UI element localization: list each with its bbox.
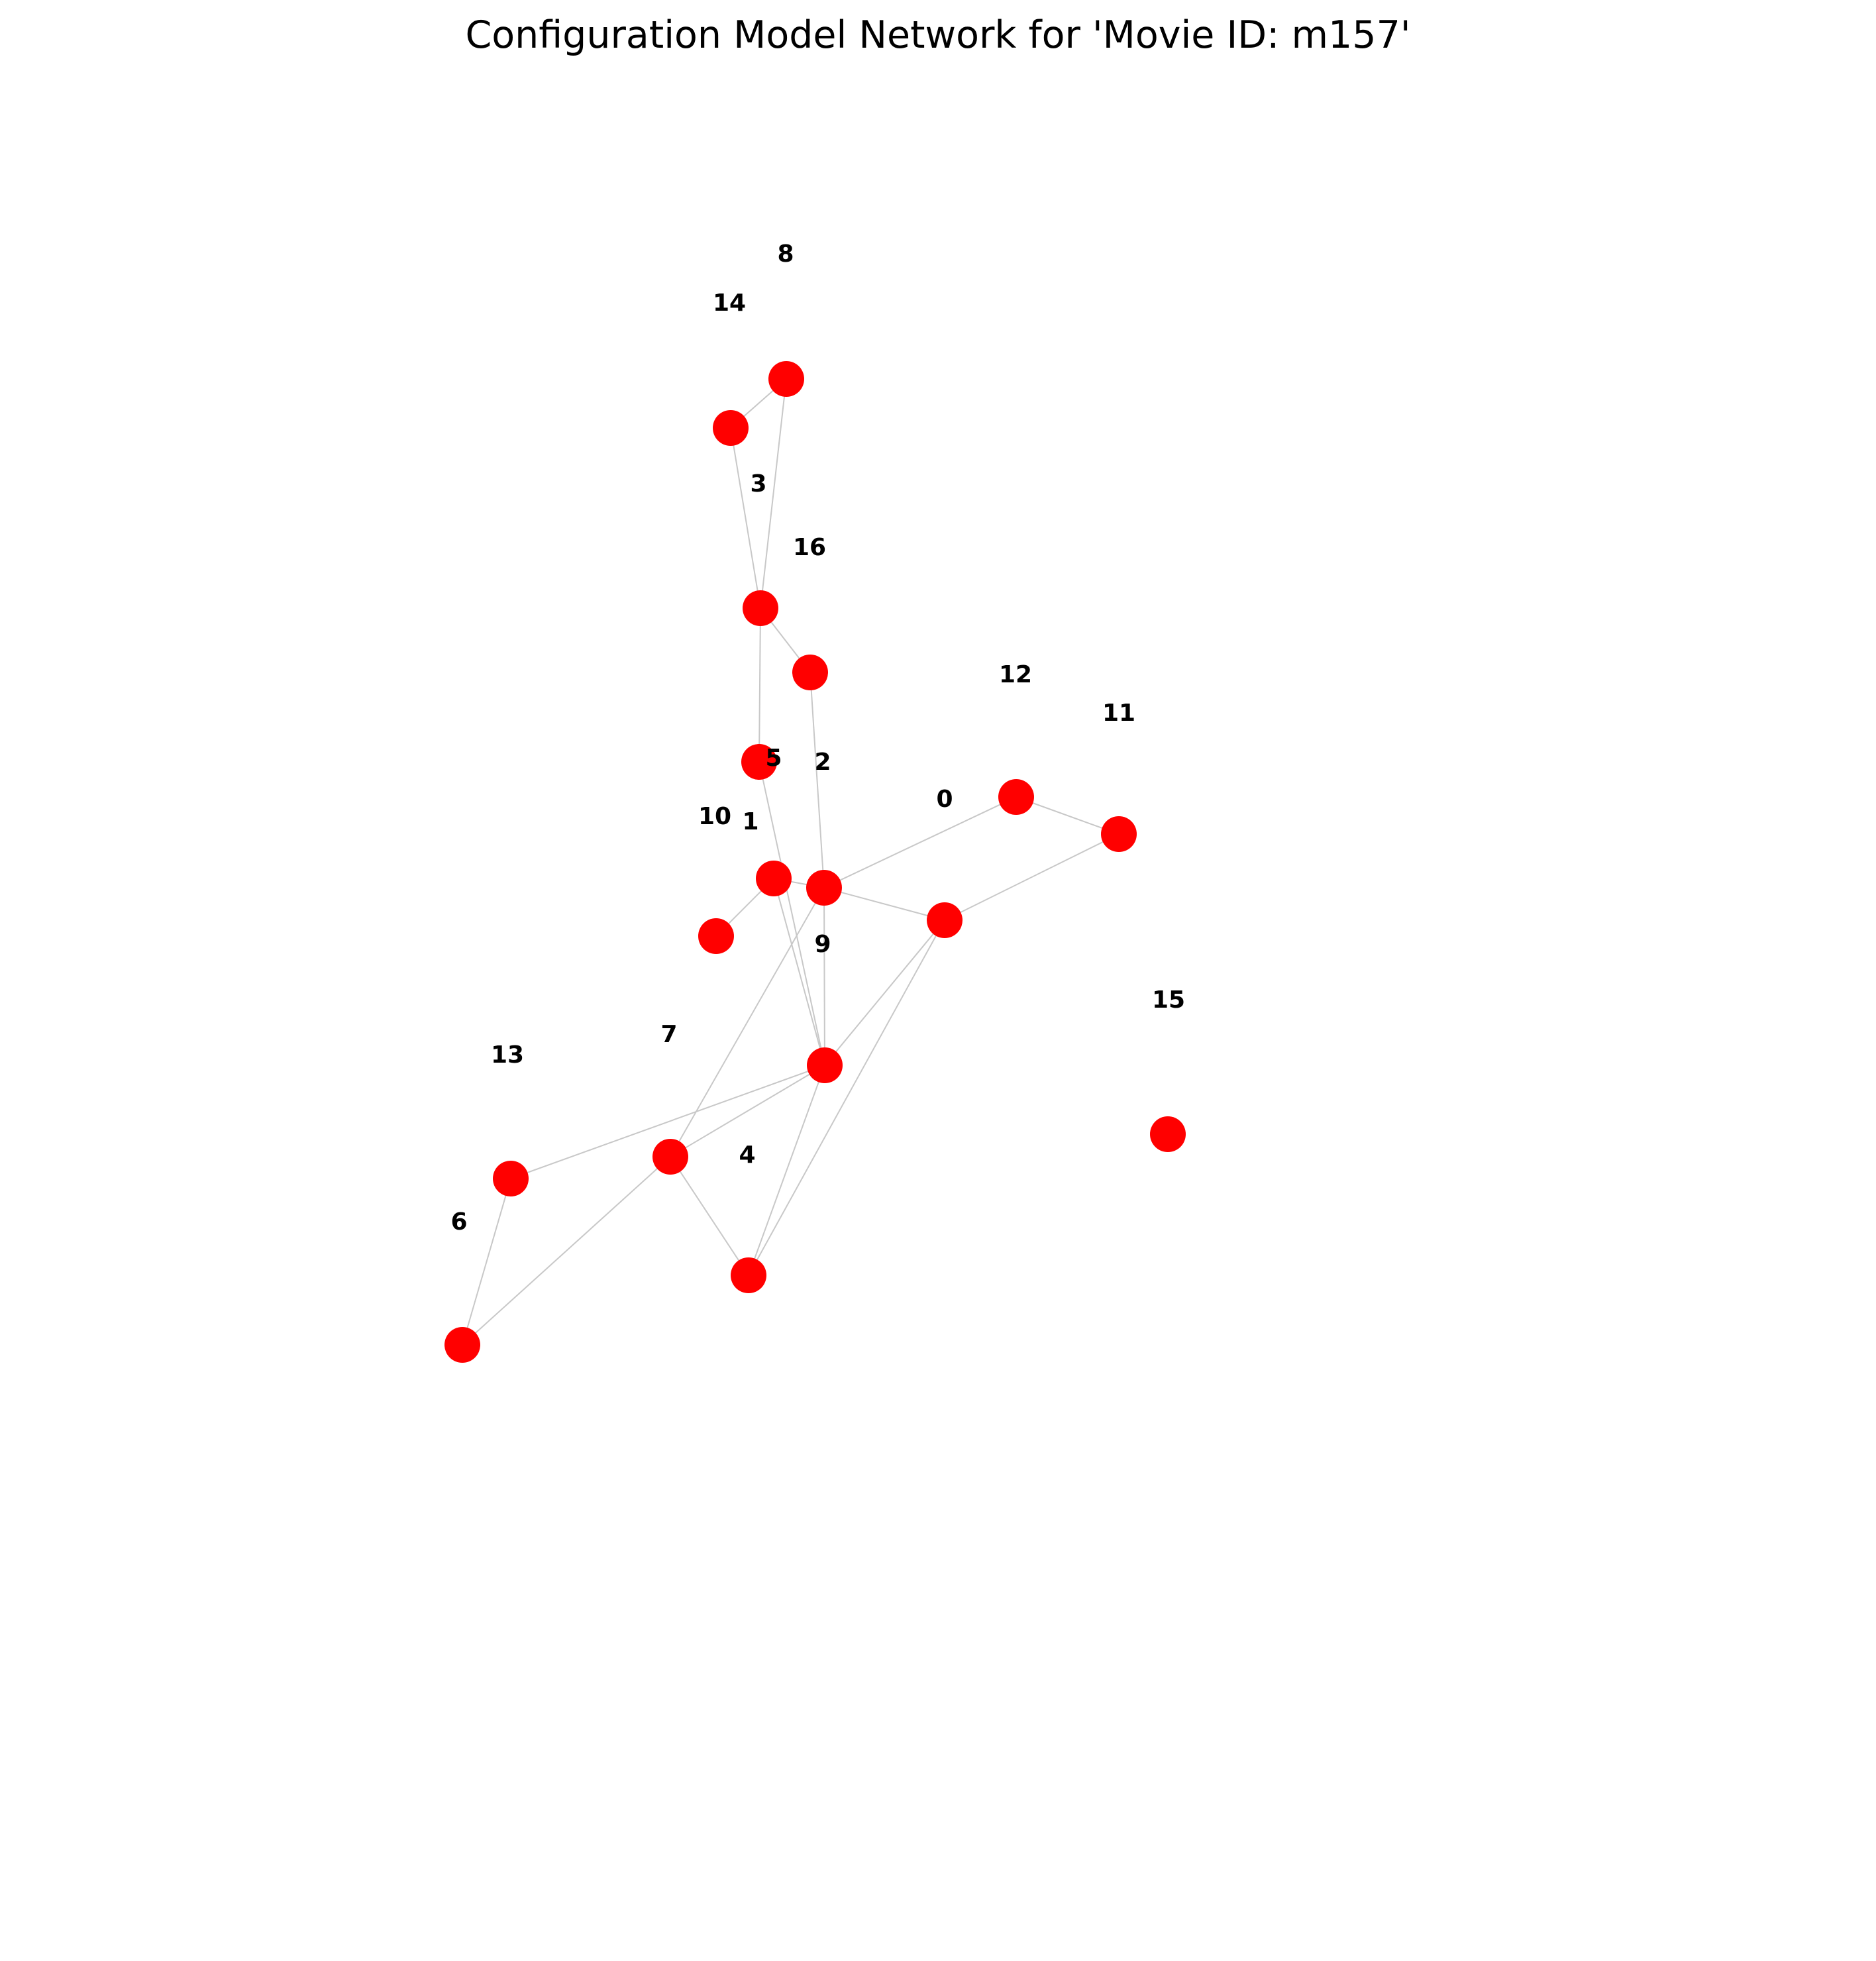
edge-2-9 bbox=[823, 887, 825, 1066]
node-label-13: 13 bbox=[491, 1041, 524, 1069]
node-label-16: 16 bbox=[793, 534, 826, 561]
node-12 bbox=[998, 779, 1034, 815]
node-label-7: 7 bbox=[660, 1021, 677, 1048]
edge-5-9 bbox=[758, 761, 825, 1066]
node-label-4: 4 bbox=[739, 1141, 755, 1169]
node-15 bbox=[1150, 1116, 1186, 1152]
node-2 bbox=[806, 870, 842, 906]
edge-0-9 bbox=[824, 920, 945, 1066]
node-7 bbox=[652, 1139, 688, 1175]
edge-16-2 bbox=[809, 672, 825, 888]
edge-3-5 bbox=[758, 608, 761, 763]
node-16 bbox=[792, 655, 828, 690]
edge-9-4 bbox=[748, 1065, 825, 1276]
node-9 bbox=[807, 1047, 843, 1083]
node-label-1: 1 bbox=[742, 808, 758, 835]
node-label-5: 5 bbox=[765, 745, 782, 772]
edge-9-13 bbox=[510, 1065, 825, 1179]
node-label-6: 6 bbox=[450, 1208, 467, 1236]
node-3 bbox=[743, 590, 778, 626]
edge-11-0 bbox=[944, 833, 1120, 921]
node-8 bbox=[768, 361, 804, 397]
node-6 bbox=[444, 1327, 480, 1363]
edge-0-4 bbox=[748, 920, 945, 1276]
node-5 bbox=[741, 744, 777, 780]
edges-layer bbox=[462, 378, 1120, 1346]
edge-8-3 bbox=[760, 378, 787, 609]
edge-12-11 bbox=[1016, 796, 1120, 835]
node-label-3: 3 bbox=[750, 470, 766, 498]
node-label-11: 11 bbox=[1102, 700, 1135, 727]
node-label-9: 9 bbox=[814, 931, 831, 958]
nodes-layer bbox=[444, 361, 1186, 1363]
edge-14-3 bbox=[730, 427, 761, 609]
node-11 bbox=[1101, 816, 1137, 852]
node-label-12: 12 bbox=[999, 661, 1032, 688]
edge-6-7 bbox=[462, 1156, 671, 1346]
node-1 bbox=[756, 861, 792, 896]
node-0 bbox=[927, 902, 963, 938]
edge-9-7 bbox=[670, 1065, 825, 1157]
node-label-0: 0 bbox=[936, 786, 953, 813]
node-13 bbox=[493, 1161, 529, 1196]
diagram-title: Configuration Model Network for 'Movie I… bbox=[465, 13, 1410, 57]
edge-13-6 bbox=[462, 1178, 511, 1346]
node-label-8: 8 bbox=[777, 240, 794, 268]
edge-1-9 bbox=[773, 878, 825, 1066]
node-label-15: 15 bbox=[1152, 986, 1185, 1014]
node-14 bbox=[713, 410, 749, 446]
node-10 bbox=[698, 918, 734, 954]
edge-2-0 bbox=[823, 887, 945, 921]
edge-2-7 bbox=[670, 887, 825, 1157]
node-label-14: 14 bbox=[713, 290, 746, 317]
node-label-10: 10 bbox=[698, 803, 731, 830]
node-4 bbox=[731, 1257, 766, 1293]
edge-7-4 bbox=[670, 1156, 749, 1276]
node-label-2: 2 bbox=[814, 749, 831, 776]
edge-12-2 bbox=[823, 796, 1017, 888]
